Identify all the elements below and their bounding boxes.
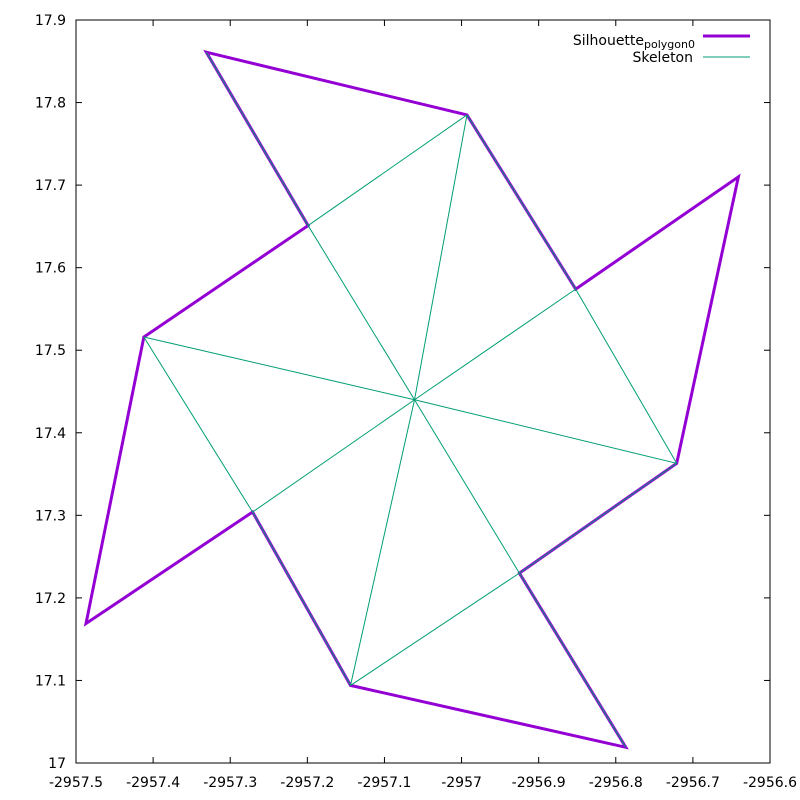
skeleton-segment bbox=[205, 51, 309, 226]
skeleton-segment bbox=[307, 225, 415, 401]
legend: Silhouettepolygon0 Skeleton bbox=[573, 33, 750, 66]
y-tick-label: 17.6 bbox=[35, 261, 66, 277]
skeleton-segment bbox=[252, 399, 415, 513]
y-tick-label: 17.4 bbox=[35, 426, 66, 442]
y-tick-label: 17.7 bbox=[35, 178, 66, 194]
x-tick-label: -2956.7 bbox=[666, 775, 720, 791]
x-tick-label: -2957 bbox=[441, 775, 482, 791]
skeleton-segment bbox=[414, 114, 468, 400]
y-tick-label: 17.2 bbox=[35, 591, 66, 607]
legend-label-silhouette-main: Silhouette bbox=[573, 33, 644, 49]
legend-label-silhouette-subscript: polygon0 bbox=[644, 38, 695, 51]
y-tick-label: 17 bbox=[48, 756, 66, 772]
y-tick-label: 17.8 bbox=[35, 96, 66, 112]
legend-label-skeleton: Skeleton bbox=[632, 50, 693, 66]
skeleton-segment bbox=[414, 399, 520, 574]
skeleton-segment bbox=[519, 462, 677, 574]
skeleton-segment bbox=[518, 572, 627, 748]
skeleton-segment bbox=[414, 399, 677, 464]
skeleton-segment bbox=[350, 572, 520, 686]
skeleton-segment bbox=[466, 114, 577, 290]
skeleton-segment bbox=[575, 288, 678, 464]
x-tick-label: -2957.1 bbox=[357, 775, 411, 791]
y-tick-label: 17.3 bbox=[35, 508, 66, 524]
skeleton-segment bbox=[143, 336, 415, 401]
legend-label-silhouette: Silhouettepolygon0 bbox=[573, 33, 695, 51]
y-tick-label: 17.9 bbox=[35, 13, 66, 29]
x-tick-label: -2957.4 bbox=[126, 775, 180, 791]
axes: -2957.5 -2957.4 -2957.3 -2957.2 -2957.1 -2957… bbox=[35, 13, 797, 791]
y-tick-label: 17.1 bbox=[35, 673, 66, 689]
x-tick-label: -2956.9 bbox=[512, 775, 566, 791]
plot-area bbox=[83, 49, 741, 750]
x-tick-label: -2956.8 bbox=[589, 775, 643, 791]
skeleton-segment bbox=[414, 288, 576, 401]
skeleton-segment bbox=[252, 511, 351, 686]
skeleton-segment bbox=[307, 114, 468, 226]
x-tick-label: -2956.6 bbox=[743, 775, 797, 791]
skeleton-segment bbox=[143, 336, 254, 513]
x-tick-label: -2957.5 bbox=[49, 775, 103, 791]
skeleton-segment bbox=[350, 399, 416, 686]
x-tick-label: -2957.3 bbox=[203, 775, 257, 791]
y-tick-label: 17.5 bbox=[35, 343, 66, 359]
plot-frame bbox=[75, 19, 771, 764]
x-tick-label: -2957.2 bbox=[280, 775, 334, 791]
